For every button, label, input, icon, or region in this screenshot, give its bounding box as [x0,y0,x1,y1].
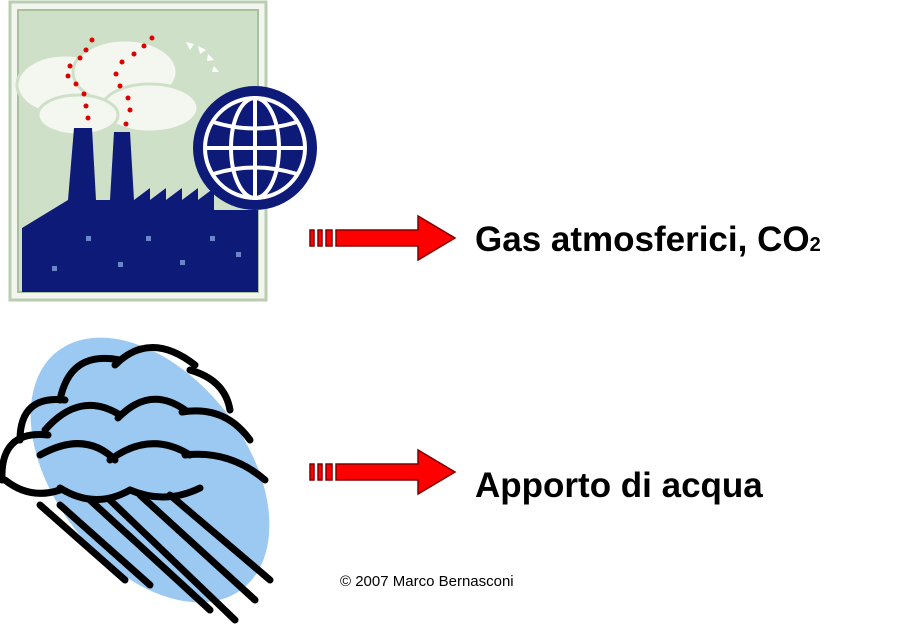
rain-cloud-illustration [0,293,317,624]
label: Apporto di acqua [475,466,763,505]
arrow [310,216,455,260]
arrow [310,450,455,494]
slide: Gas atmosferici, CO2 Apporto di acqua © … [0,0,902,624]
label-text: Gas atmosferici, CO [475,220,810,259]
factory-illustration [10,2,317,300]
subscript: 2 [810,234,821,256]
label: Gas atmosferici, CO2 [475,220,821,259]
page: Gas atmosferici, CO2 Apporto di acqua © … [0,0,902,624]
footer: © 2007 Marco Bernasconi [340,573,514,590]
